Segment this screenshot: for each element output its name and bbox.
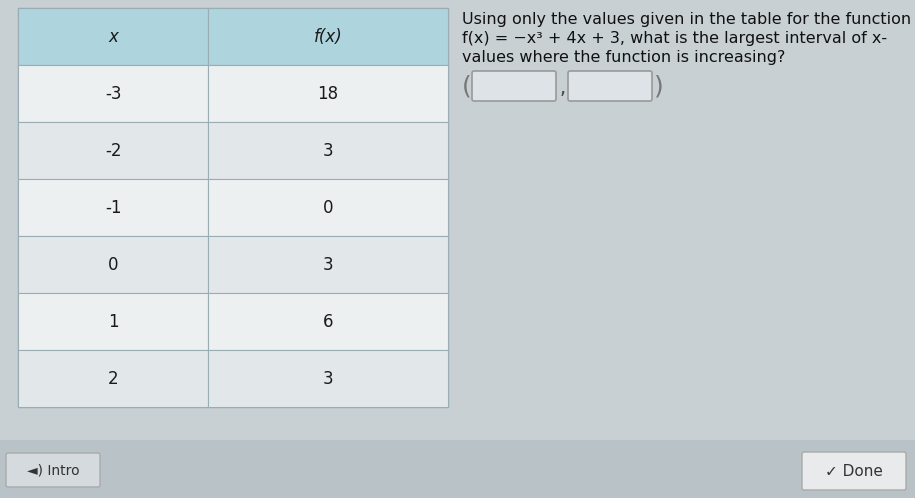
- Text: 6: 6: [323, 313, 333, 331]
- Bar: [18, 236, 208, 293]
- Text: 3: 3: [323, 141, 333, 159]
- Bar: [18, 65, 208, 122]
- Text: x: x: [108, 27, 118, 45]
- Text: 0: 0: [323, 199, 333, 217]
- Bar: [455, 0, 915, 498]
- FancyBboxPatch shape: [472, 71, 556, 101]
- Text: 18: 18: [318, 85, 339, 103]
- Text: -2: -2: [104, 141, 122, 159]
- Text: values where the function is increasing?: values where the function is increasing?: [462, 50, 785, 65]
- Text: -3: -3: [104, 85, 122, 103]
- Bar: [18, 8, 448, 407]
- Text: -1: -1: [104, 199, 122, 217]
- Text: 2: 2: [108, 370, 118, 387]
- Text: 3: 3: [323, 255, 333, 273]
- FancyBboxPatch shape: [6, 453, 100, 487]
- Bar: [208, 293, 448, 350]
- Text: ,: ,: [560, 79, 566, 98]
- Bar: [208, 122, 448, 179]
- Bar: [208, 350, 448, 407]
- Text: f(x): f(x): [314, 27, 342, 45]
- Bar: [208, 65, 448, 122]
- Text: Using only the values given in the table for the function: Using only the values given in the table…: [462, 12, 911, 27]
- Bar: [208, 179, 448, 236]
- Text: 1: 1: [108, 313, 118, 331]
- Bar: [0, 440, 915, 498]
- Text: 3: 3: [323, 370, 333, 387]
- FancyBboxPatch shape: [568, 71, 652, 101]
- Text: f(x) = −x³ + 4x + 3, what is the largest interval of x-: f(x) = −x³ + 4x + 3, what is the largest…: [462, 31, 888, 46]
- Bar: [18, 350, 208, 407]
- Text: 0: 0: [108, 255, 118, 273]
- Bar: [18, 179, 208, 236]
- FancyBboxPatch shape: [802, 452, 906, 490]
- Text: ): ): [654, 74, 663, 98]
- Bar: [18, 122, 208, 179]
- Text: ✓ Done: ✓ Done: [825, 464, 883, 479]
- Bar: [18, 8, 208, 65]
- Bar: [18, 293, 208, 350]
- Bar: [208, 236, 448, 293]
- Text: (: (: [462, 74, 472, 98]
- Text: ◄) Intro: ◄) Intro: [27, 463, 80, 477]
- Bar: [208, 8, 448, 65]
